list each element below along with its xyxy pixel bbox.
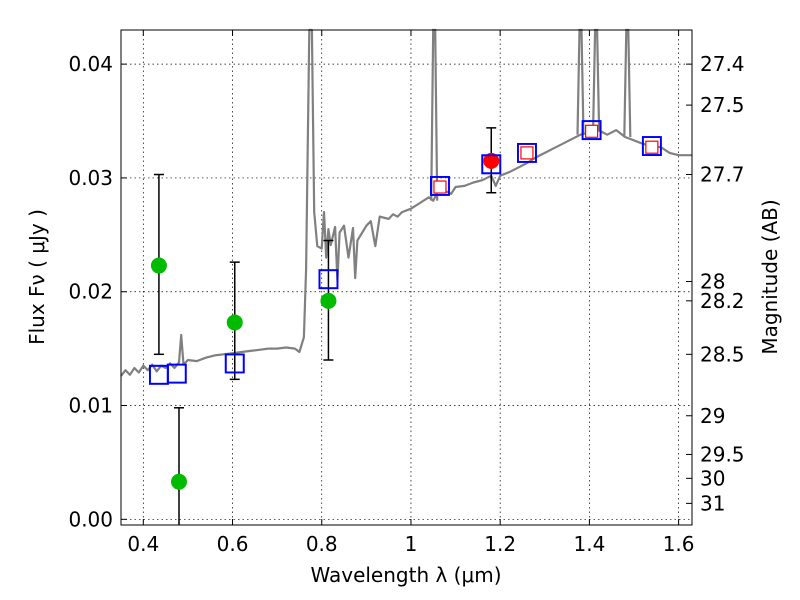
y2-tick-label: 29 [700,404,725,428]
data-point-square-outline [481,154,502,175]
grid [121,30,692,525]
axis-ticks: 0.4 0.6 0.8 1 1.2 1.4 1.6 0.00 0.01 0.02 0.03 0.04 2… [68,30,745,556]
x-tick-label: 1.6 [663,532,695,556]
data-point-square-outline [641,136,662,156]
data-point-circle [150,257,167,274]
y-axis-label: Flux Fν ( μJy ) [25,209,49,345]
data-point-circle [226,314,243,331]
data-point-square [433,180,447,194]
data-point-square [166,363,187,384]
data-point-square [585,124,599,138]
data-point-circle [170,473,187,490]
y2-tick-label: 31 [700,491,725,515]
y2-tick-label: 29.5 [700,442,745,466]
emission-line [430,28,439,201]
data-point-square [645,140,659,154]
y-tick-label: 0.04 [68,52,113,76]
x-tick-label: 0.4 [127,532,159,556]
y2-tick-label: 30 [700,466,725,490]
y-tick-label: 0.00 [68,507,113,531]
model-spectrum [120,28,692,377]
plot-frame [120,29,693,526]
x-tick-label: 1.2 [484,532,516,556]
emission-line [623,28,632,138]
data-point-circle [483,152,500,169]
data-point-square-outline [581,120,602,141]
emission-line [576,28,585,135]
x-tick-label: 1 [405,532,418,556]
y-tick-label: 0.03 [68,166,113,190]
emission-line [592,28,601,131]
data-point-square-outline [430,175,450,196]
x-tick-label: 0.8 [306,532,338,556]
data-point-square-outline [166,363,187,384]
y-tick-label: 0.01 [68,394,113,418]
y2-tick-label: 28.2 [700,289,745,313]
y2-tick-label: 27.7 [700,163,745,187]
data-point-circle [320,292,337,309]
data-point-square-outline [318,269,339,290]
spectrum-line [120,28,692,377]
y2-tick-label: 27.4 [700,52,745,76]
x-tick-label: 1.4 [573,532,605,556]
y2-tick-label: 28 [700,269,725,293]
x-tick-label: 0.6 [217,532,249,556]
data-point-square [520,146,534,160]
y2-tick-label: 28.5 [700,342,745,366]
data-point-square-outline [224,353,245,374]
data-point-square-outline [517,142,537,163]
markers [149,120,662,490]
y-tick-label: 0.02 [68,280,113,304]
y2-tick-label: 27.5 [700,93,745,117]
y2-axis-label: Magnitude (AB) [758,199,782,354]
x-axis-label: Wavelength λ (μm) [310,563,501,587]
